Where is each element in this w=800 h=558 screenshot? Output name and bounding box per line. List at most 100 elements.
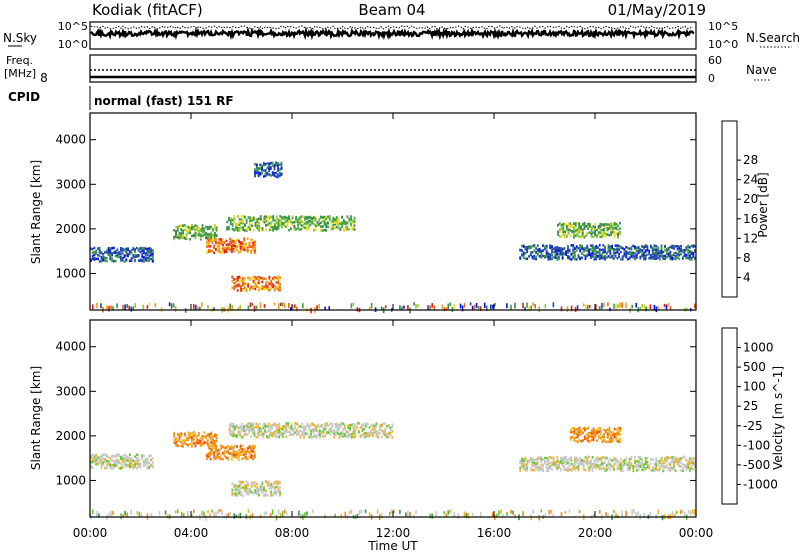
echo-cell <box>256 220 259 223</box>
echo-cell <box>674 460 677 464</box>
echo-cell <box>146 247 149 251</box>
echo-cell <box>554 253 557 256</box>
echo-cell <box>271 173 274 177</box>
echo-cell <box>272 218 275 222</box>
echo-cell <box>595 257 598 261</box>
echo-cell <box>205 236 207 240</box>
echo-cell <box>533 461 536 464</box>
ground-scatter-cell <box>435 511 437 516</box>
echo-cell <box>208 237 211 241</box>
echo-cell <box>271 427 274 430</box>
echo-cell <box>340 434 342 437</box>
echo-cell <box>298 228 301 231</box>
echo-cell <box>266 280 269 284</box>
echo-cell <box>365 432 367 435</box>
echo-cell <box>239 447 242 450</box>
echo-cell <box>304 432 307 435</box>
noise-panel: N.Sky 10^5 10^0 10^5 10^0 N.Search <box>3 20 800 51</box>
echo-cell <box>683 254 686 258</box>
echo-cell <box>535 458 537 462</box>
echo-cell <box>306 424 309 428</box>
echo-cell <box>669 456 672 459</box>
echo-cell <box>660 456 663 460</box>
echo-cell <box>250 445 253 448</box>
echo-cell <box>201 224 204 227</box>
echo-cell <box>261 481 264 484</box>
ground-scatter-cell <box>463 303 466 308</box>
echo-cell <box>107 247 110 250</box>
echo-cell <box>137 453 140 457</box>
echo-cell <box>297 424 300 428</box>
echo-cell <box>180 228 183 232</box>
echo-cell <box>100 256 103 259</box>
echo-cell <box>673 246 675 250</box>
echo-cell <box>253 240 256 244</box>
ground-scatter-cell <box>560 512 563 517</box>
echo-cell <box>601 234 604 237</box>
echo-cell <box>257 425 259 429</box>
ground-scatter-cell <box>560 306 563 312</box>
echo-cell <box>296 433 298 436</box>
echo-cell <box>98 455 101 459</box>
ground-scatter-cell <box>166 514 169 519</box>
echo-cell <box>247 227 250 231</box>
echo-cell <box>653 252 656 255</box>
echo-cell <box>121 249 124 252</box>
echo-cell <box>628 466 631 470</box>
echo-cell <box>240 487 242 490</box>
echo-cell <box>226 227 229 231</box>
echo-cell <box>598 254 601 258</box>
echo-cell <box>522 458 525 461</box>
echo-cell <box>604 254 606 258</box>
echo-cell <box>215 434 218 437</box>
echo-cell <box>315 428 318 431</box>
echo-cell <box>386 435 388 439</box>
echo-cell <box>547 460 550 463</box>
echo-cell <box>258 430 261 433</box>
echo-cell <box>618 255 620 259</box>
ground-scatter-cell <box>304 512 306 517</box>
echo-cell <box>579 461 582 465</box>
echo-cell <box>315 425 318 429</box>
echo-cell <box>220 457 223 461</box>
echo-cell <box>234 492 237 495</box>
echo-cell <box>243 286 246 289</box>
ground-scatter-cell <box>384 305 387 309</box>
echo-cell <box>604 232 607 235</box>
ground-scatter-cell <box>461 305 464 312</box>
echo-cell <box>270 166 272 169</box>
ground-scatter-cell <box>298 510 300 516</box>
echo-cell <box>567 222 570 225</box>
echo-cell <box>597 254 599 258</box>
ground-scatter-cell <box>368 512 371 517</box>
echo-cell <box>267 219 269 223</box>
echo-cell <box>685 246 688 249</box>
echo-cell <box>575 432 577 436</box>
ground-scatter-cell <box>631 304 633 309</box>
echo-cell <box>350 423 353 427</box>
echo-cell <box>669 461 672 464</box>
echo-cell <box>196 225 199 228</box>
echo-cell <box>268 162 271 165</box>
echo-cell <box>577 468 580 472</box>
ground-scatter-cell <box>281 302 284 307</box>
echo-cell <box>570 252 573 256</box>
ground-scatter-cell <box>239 512 242 519</box>
echo-cell <box>187 431 190 435</box>
echo-cell <box>218 456 221 459</box>
echo-cell <box>113 250 115 254</box>
echo-cell <box>275 175 278 178</box>
echo-cell <box>644 244 647 247</box>
echo-cell <box>205 235 207 238</box>
echo-cell <box>305 215 308 219</box>
echo-cell <box>598 464 601 467</box>
echo-cell <box>655 257 658 260</box>
echo-cell <box>300 227 303 231</box>
echo-cell <box>389 432 392 435</box>
echo-cell <box>692 460 695 463</box>
echo-cell <box>239 241 242 244</box>
echo-cell <box>248 429 251 432</box>
echo-cell <box>265 493 267 497</box>
echo-cell <box>315 434 318 438</box>
ground-scatter-cell <box>233 513 235 519</box>
